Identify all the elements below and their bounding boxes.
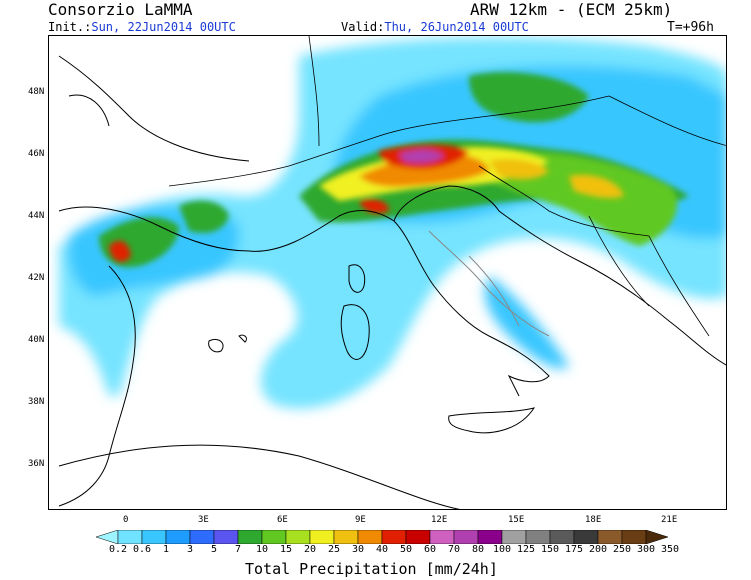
valid-value: Thu, 26Jun2014 00UTC bbox=[384, 20, 529, 34]
colorbar-level-label: 300 bbox=[636, 544, 656, 555]
colorbar-swatch bbox=[573, 530, 599, 544]
colorbar-swatch bbox=[165, 530, 191, 544]
colorbar-level-label: 3 bbox=[186, 544, 194, 555]
precipitation-map bbox=[48, 35, 727, 510]
map-canvas bbox=[58, 36, 726, 509]
lead-time: T=+96h bbox=[667, 20, 714, 35]
colorbar-level-label: 150 bbox=[540, 544, 560, 555]
colorbar-level-label: 80 bbox=[471, 544, 485, 555]
colorbar-title: Total Precipitation [mm/24h] bbox=[245, 560, 498, 578]
colorbar-level-label: 0.2 bbox=[108, 544, 128, 555]
colorbar-swatch bbox=[261, 530, 287, 544]
colorbar-swatch bbox=[96, 530, 119, 544]
colorbar-swatch bbox=[645, 530, 668, 544]
colorbar-level-label: 250 bbox=[612, 544, 632, 555]
colorbar-swatch bbox=[237, 530, 263, 544]
init-label: Init.: bbox=[48, 20, 92, 34]
colorbar-swatch bbox=[309, 530, 335, 544]
colorbar-level-label: 20 bbox=[303, 544, 317, 555]
colorbar-swatch bbox=[477, 530, 503, 544]
lat-label: 36N bbox=[28, 459, 45, 469]
colorbar-level-label: 1 bbox=[162, 544, 170, 555]
colorbar-level-label: 10 bbox=[255, 544, 269, 555]
init-value: Sun, 22Jun2014 00UTC bbox=[91, 20, 236, 34]
colorbar-swatch bbox=[117, 530, 143, 544]
colorbar-level-label: 70 bbox=[447, 544, 461, 555]
org-title: Consorzio LaMMA bbox=[48, 0, 193, 19]
colorbar-level-label: 30 bbox=[351, 544, 365, 555]
colorbar-level-label: 25 bbox=[327, 544, 341, 555]
colorbar-level-label: 60 bbox=[423, 544, 437, 555]
valid-row: Valid:Thu, 26Jun2014 00UTC bbox=[341, 20, 529, 34]
colorbar-swatch bbox=[501, 530, 527, 544]
country-borders bbox=[168, 36, 726, 337]
precip-field-heavy bbox=[109, 144, 624, 262]
colorbar-swatch bbox=[189, 530, 215, 544]
colorbar-level-label: 7 bbox=[234, 544, 242, 555]
lon-label: 3E bbox=[198, 515, 209, 525]
colorbar-swatch bbox=[621, 530, 647, 544]
colorbar-swatch bbox=[453, 530, 479, 544]
colorbar-level-label: 125 bbox=[516, 544, 536, 555]
lat-label: 38N bbox=[28, 397, 45, 407]
lon-label: 9E bbox=[355, 515, 366, 525]
colorbar-swatch bbox=[429, 530, 455, 544]
lon-label: 6E bbox=[277, 515, 288, 525]
colorbar-swatch bbox=[381, 530, 407, 544]
lon-label: 21E bbox=[661, 515, 678, 525]
lat-label: 42N bbox=[28, 273, 45, 283]
colorbar-swatch bbox=[549, 530, 575, 544]
lat-label: 48N bbox=[28, 87, 45, 97]
init-row: Init.:Sun, 22Jun2014 00UTC bbox=[48, 20, 236, 34]
lat-label: 40N bbox=[28, 335, 45, 345]
model-title: ARW 12km - (ECM 25km) bbox=[470, 0, 673, 19]
colorbar-swatch bbox=[597, 530, 623, 544]
lon-label: 0 bbox=[123, 515, 129, 525]
lon-label: 12E bbox=[431, 515, 448, 525]
colorbar-swatch bbox=[405, 530, 431, 544]
colorbar-level-label: 0.6 bbox=[132, 544, 152, 555]
colorbar-swatch bbox=[141, 530, 167, 544]
lat-label: 44N bbox=[28, 211, 45, 221]
colorbar-level-label: 50 bbox=[399, 544, 413, 555]
colorbar-swatch bbox=[357, 530, 383, 544]
colorbar-level-label: 100 bbox=[492, 544, 512, 555]
colorbar-swatch bbox=[213, 530, 239, 544]
colorbar-level-label: 5 bbox=[210, 544, 218, 555]
colorbar-swatch bbox=[525, 530, 551, 544]
colorbar-level-label: 350 bbox=[660, 544, 680, 555]
lon-label: 18E bbox=[585, 515, 602, 525]
valid-label: Valid: bbox=[341, 20, 385, 34]
lat-label: 46N bbox=[28, 149, 45, 159]
italy-regions bbox=[428, 230, 550, 337]
colorbar-swatch bbox=[285, 530, 311, 544]
colorbar-level-label: 40 bbox=[375, 544, 389, 555]
colorbar-level-label: 200 bbox=[588, 544, 608, 555]
colorbar bbox=[96, 530, 668, 544]
colorbar-swatch bbox=[333, 530, 359, 544]
colorbar-labels: 0.2 0.6 1 3 5 7 10 15 20 25 30 40 50 60 70 80 100 125 150 1… bbox=[0, 544, 751, 558]
colorbar-level-label: 15 bbox=[279, 544, 293, 555]
colorbar-level-label: 175 bbox=[564, 544, 584, 555]
lon-label: 15E bbox=[508, 515, 525, 525]
coastlines bbox=[58, 55, 726, 509]
